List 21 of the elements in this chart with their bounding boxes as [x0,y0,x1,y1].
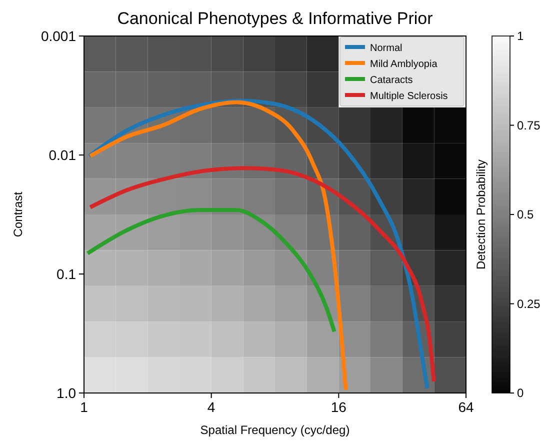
color-bar-label: 0.25 [517,296,541,311]
legend-label: Normal [370,43,402,54]
y-axis-title: Contrast [11,191,25,238]
x-tick-label: 1 [80,399,88,415]
x-axis-title: Spatial Frequency (cyc/deg) [200,423,350,437]
y-tick-label: 0.001 [40,28,76,44]
y-tick-label: 0.01 [48,147,76,163]
color-bar-label: 0.75 [517,118,541,132]
legend-label: Multiple Sclerosis [370,91,448,102]
color-bar-title: Detection Probability [474,159,488,270]
legend-label: Cataracts [370,75,413,86]
x-tick-label: 16 [330,399,347,415]
y-tick-label: 1.0 [56,385,76,401]
chart-title: Canonical Phenotypes & Informative Prior [117,9,434,28]
color-bar-label: 1 [517,29,524,43]
x-tick-label: 4 [207,399,216,415]
color-bar-label: 0 [517,386,524,400]
color-bar-label: 0.5 [517,208,534,222]
y-tick-label: 0.1 [56,266,76,282]
x-tick-label: 64 [458,399,474,415]
legend-label: Mild Amblyopia [370,59,438,70]
